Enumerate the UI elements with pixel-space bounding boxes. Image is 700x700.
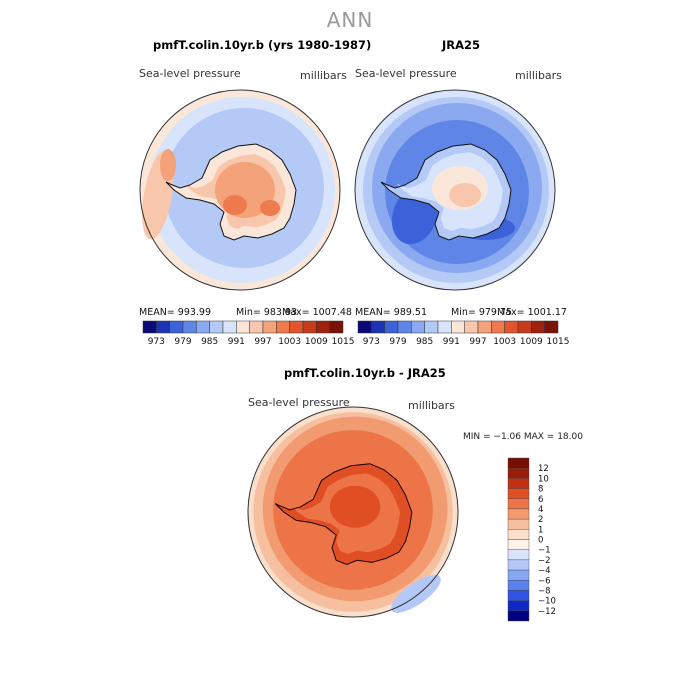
colorbar-tick-label: 979 [174,337,191,347]
colorbar-tick-label: 973 [363,337,380,347]
colorbar-tick-label: 1003 [278,337,301,347]
coastline [274,463,413,566]
colorbar-tick-label: 1009 [520,337,543,347]
colorbar-tick-label: −12 [538,607,556,617]
colorbar-swatch [329,320,344,334]
model-max-stat: Max= 1007.48 [282,307,352,318]
colorbar-swatch [507,529,530,540]
colorbar-tick-label: 4 [538,505,543,515]
colorbar-swatch [507,478,530,489]
colorbar-tick-label: 0 [538,536,543,546]
colorbar-tick-label: −2 [538,556,551,566]
diff-units-label: millibars [408,399,455,412]
diff-variable-label: Sea-level pressure [248,396,350,409]
coastline [380,143,512,241]
colorbar-tick-label: −8 [538,586,551,596]
model-min-stat: Min= 983.93 [236,307,298,318]
colorbar-tick-label: −6 [538,576,551,586]
colorbar-swatch [507,539,530,550]
colorbar-tick-label: 979 [389,337,406,347]
model-panel-title: pmfT.colin.10yr.b (yrs 1980-1987) [153,38,372,52]
colorbar-tick-label: 1 [538,525,543,535]
colorbar-tick-label: 6 [538,495,543,505]
obs-panel-title: JRA25 [442,38,481,52]
map-fill [355,90,555,290]
colorbar-swatch [507,549,530,561]
colorbar-tick-label: 991 [228,337,245,347]
map-boundary-circle [247,406,459,618]
colorbar-tick-label: 12 [538,464,549,474]
obs-units-label: millibars [515,69,562,82]
colorbar-swatch [507,590,530,601]
colorbar-tick-label: 1009 [305,337,328,347]
colorbar-swatch [507,488,530,499]
colorbar-tick-label: −10 [538,597,556,607]
colorbar-tick-label: 1015 [547,337,570,347]
figure-title: ANN [326,8,374,32]
map-boundary-circle [354,89,556,291]
map-fill [248,407,458,617]
contour-band-8 [223,195,247,215]
colorbar-tick-label: 2 [538,515,543,525]
colorbar-swatch [507,508,530,520]
colorbar-tick-label: 985 [416,337,433,347]
colorbar-tick-label: 1015 [332,337,355,347]
obs-mean-stat: MEAN= 989.51 [355,307,428,318]
contour-band-4 [160,149,176,181]
model-variable-label: Sea-level pressure [139,67,241,80]
obs-variable-label: Sea-level pressure [355,67,457,80]
obs-max-stat: Max= 1001.17 [497,307,567,318]
colorbar-swatch [507,498,530,510]
colorbar-tick-label: 10 [538,474,549,484]
colorbar-swatch [507,610,530,622]
colorbar-tick-label: −1 [538,546,551,556]
colorbar-swatch [507,569,530,581]
colorbar-tick-label: 8 [538,485,543,495]
colorbar-tick-label: 997 [254,337,271,347]
colorbar-swatch [507,559,530,571]
model-units-label: millibars [300,69,347,82]
colorbar-tick-label: 1003 [493,337,516,347]
map-boundary-circle [139,89,341,291]
diff-panel-title: pmfT.colin.10yr.b - JRA25 [284,366,446,380]
colorbar-swatch [507,467,530,479]
diff-minmax-stat: MIN = −1.06 MAX = 18.00 [463,432,583,442]
colorbar-swatch [507,457,530,469]
colorbar-tick-label: 997 [469,337,486,347]
obs-min-stat: Min= 979.75 [451,307,513,318]
coastline [165,143,297,241]
contour-band-9 [260,200,280,216]
colorbar-tick-label: 973 [148,337,165,347]
colorbar-swatch [507,518,530,530]
colorbar-tick-label: 991 [443,337,460,347]
contour-band-7 [329,485,381,528]
colorbar-swatch [507,580,530,591]
colorbar-swatch [544,320,559,334]
model-mean-stat: MEAN= 993.99 [139,307,212,318]
colorbar-tick-label: −4 [538,566,551,576]
contour-band-9 [449,183,481,207]
colorbar-tick-label: 985 [201,337,218,347]
colorbar-swatch [507,600,530,612]
